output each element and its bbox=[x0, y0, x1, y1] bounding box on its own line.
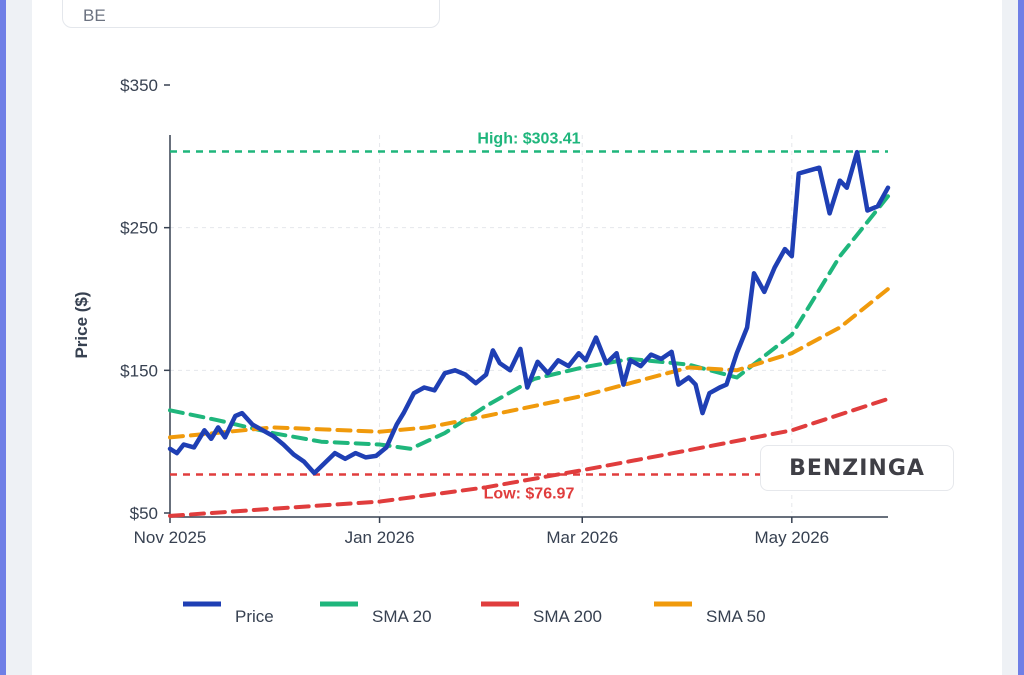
series-line-sma-20 bbox=[168, 194, 890, 451]
ticker-symbol: BE bbox=[83, 6, 106, 25]
annotation-label-1: Low: $76.97 bbox=[484, 486, 575, 503]
page-background bbox=[6, 0, 1018, 675]
x-tick-label-0: Nov 2025 bbox=[134, 528, 207, 547]
x-tick-label-3: May 2026 bbox=[754, 528, 829, 547]
series-line-sma-50 bbox=[168, 287, 890, 440]
legend-label-0[interactable]: Price bbox=[235, 607, 274, 626]
legend-label-3[interactable]: SMA 50 bbox=[706, 607, 766, 626]
y-tick-label-3: $350 bbox=[120, 76, 158, 95]
y-tick-label-0: $50 bbox=[130, 504, 158, 523]
y-tick-label-1: $150 bbox=[120, 361, 158, 380]
chart-card bbox=[32, 0, 1002, 675]
y-axis-title: Price ($) bbox=[72, 291, 91, 358]
annotation-label-0: High: $303.41 bbox=[477, 130, 580, 147]
y-tick-label-2: $250 bbox=[120, 219, 158, 238]
benzinga-watermark: BENZINGA bbox=[760, 445, 954, 491]
x-tick-label-1: Jan 2026 bbox=[345, 528, 415, 547]
x-tick-label-2: Mar 2026 bbox=[546, 528, 618, 547]
legend-label-2[interactable]: SMA 200 bbox=[533, 607, 602, 626]
series-line-price bbox=[167, 149, 891, 476]
legend-label-1[interactable]: SMA 20 bbox=[372, 607, 432, 626]
ticker-field[interactable]: BE bbox=[62, 0, 440, 28]
series-line-sma-200 bbox=[168, 396, 890, 518]
